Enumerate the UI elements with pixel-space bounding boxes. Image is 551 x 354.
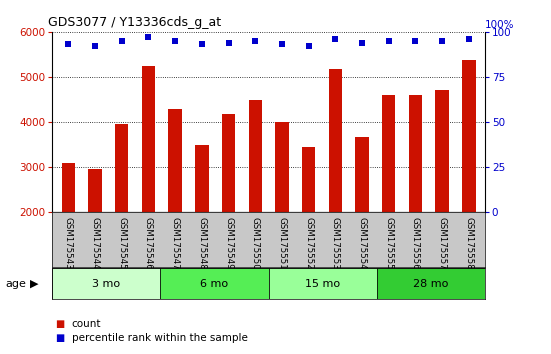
Bar xyxy=(195,145,208,212)
Bar xyxy=(355,137,369,212)
Text: percentile rank within the sample: percentile rank within the sample xyxy=(72,333,247,343)
Bar xyxy=(382,95,396,212)
Bar xyxy=(222,114,235,212)
Point xyxy=(437,38,446,44)
Text: 28 mo: 28 mo xyxy=(413,279,449,289)
Text: ▶: ▶ xyxy=(30,279,39,289)
Text: GSM175552: GSM175552 xyxy=(304,217,313,269)
Bar xyxy=(62,163,75,212)
Bar xyxy=(276,122,289,212)
Text: age: age xyxy=(6,279,26,289)
Bar xyxy=(249,101,262,212)
Text: GSM175544: GSM175544 xyxy=(90,217,100,269)
Point xyxy=(197,42,206,47)
Point xyxy=(358,40,366,46)
Bar xyxy=(302,147,315,212)
Text: GSM175546: GSM175546 xyxy=(144,217,153,269)
Text: 100%: 100% xyxy=(485,20,515,30)
Bar xyxy=(409,95,422,212)
Text: ■: ■ xyxy=(55,333,64,343)
Text: 15 mo: 15 mo xyxy=(305,279,340,289)
Bar xyxy=(268,268,377,299)
Text: GSM175554: GSM175554 xyxy=(358,217,366,269)
Point xyxy=(251,38,260,44)
Bar xyxy=(329,69,342,212)
Point xyxy=(385,38,393,44)
Bar xyxy=(169,109,182,212)
Point xyxy=(91,44,100,49)
Point xyxy=(464,36,473,42)
Point xyxy=(331,36,340,42)
Text: GSM175550: GSM175550 xyxy=(251,217,260,269)
Bar xyxy=(142,66,155,212)
Bar xyxy=(115,124,128,212)
Bar xyxy=(462,60,476,212)
Text: 6 mo: 6 mo xyxy=(201,279,229,289)
Text: GSM175556: GSM175556 xyxy=(411,217,420,269)
Text: GSM175557: GSM175557 xyxy=(437,217,447,269)
Text: GSM175555: GSM175555 xyxy=(384,217,393,269)
Point xyxy=(144,34,153,40)
Text: GSM175547: GSM175547 xyxy=(171,217,180,269)
Bar xyxy=(435,90,449,212)
Text: GSM175551: GSM175551 xyxy=(278,217,287,269)
Bar xyxy=(52,268,160,299)
Text: count: count xyxy=(72,319,101,329)
Bar xyxy=(377,268,485,299)
Text: ■: ■ xyxy=(55,319,64,329)
Point xyxy=(278,42,287,47)
Point xyxy=(117,38,126,44)
Text: GSM175549: GSM175549 xyxy=(224,217,233,269)
Text: GSM175553: GSM175553 xyxy=(331,217,340,269)
Text: GSM175543: GSM175543 xyxy=(64,217,73,269)
Point xyxy=(304,44,313,49)
Point xyxy=(224,40,233,46)
Text: GDS3077 / Y13336cds_g_at: GDS3077 / Y13336cds_g_at xyxy=(48,16,221,29)
Point xyxy=(411,38,420,44)
Text: GSM175545: GSM175545 xyxy=(117,217,126,269)
Text: GSM175548: GSM175548 xyxy=(197,217,207,269)
Point xyxy=(171,38,180,44)
Point xyxy=(64,42,73,47)
Bar xyxy=(160,268,268,299)
Bar xyxy=(88,169,102,212)
Text: 3 mo: 3 mo xyxy=(93,279,121,289)
Text: GSM175558: GSM175558 xyxy=(464,217,473,269)
